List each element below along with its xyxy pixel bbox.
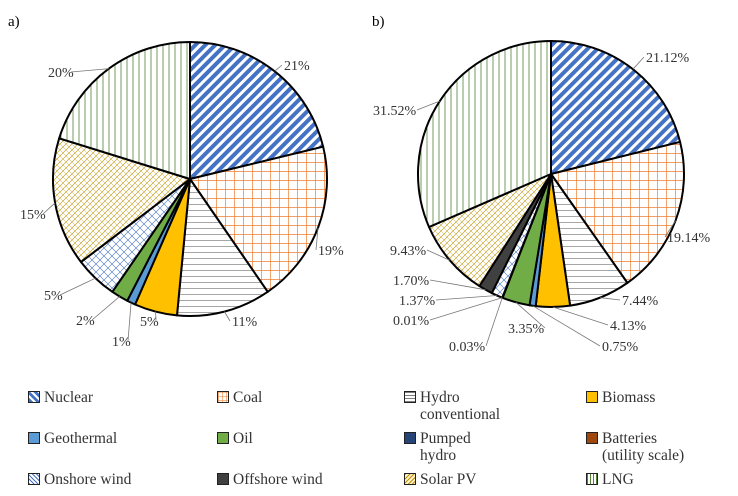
legend-item-offshore: Offshore wind [217,471,323,488]
pie-b-leader-coal [664,220,676,238]
pie-a-label-geothermal: 1% [112,335,131,350]
pie-b-leader-pumped [485,297,503,347]
legend-item-biomass: Biomass [586,389,655,406]
pie-b-leader-hydro [600,297,621,301]
pie-a-leader-lng [70,68,109,73]
legend-label-pumped: Pumped hydro [420,430,471,464]
pie-b-slice-coal [550,140,685,284]
pie-b-leader-oil [515,301,546,329]
pie-b-label-oil: 3.35% [508,322,545,337]
legend-swatch-batteries [586,432,598,444]
pie-a-leader-coal [315,227,319,251]
legend-swatch-nuclear [28,391,40,403]
pie-b-leader-lng [416,100,440,111]
legend-swatch-offshore [217,473,229,485]
pie-a-labels: 21% 19% 11% 5% 1% 2% 5% 15% 20% [20,59,344,350]
legend-item-lng: LNG [586,471,634,488]
pie-b-label-nuclear: 21.12% [646,51,690,66]
pie-b-leader-batteries [429,297,503,321]
legend-swatch-pumped [404,432,416,444]
legend-swatch-coal [217,391,229,403]
legend-label-hydro: Hydro conventional [420,389,501,423]
pie-a-slice-coal [189,145,328,293]
pie-b-label-coal: 19.14% [667,231,711,246]
legend-swatch-hydro [404,391,416,403]
pie-a-leader-oil [91,296,120,321]
legend-label-batteries: Batteries (utility scale) [602,430,685,464]
panel-b-label: b) [372,14,385,30]
pie-b-leader-offshore [429,279,486,291]
pie-b-leader-biomass [552,306,609,326]
legend-swatch-biomass [586,391,598,403]
pie-b-label-geothermal: 0.75% [602,340,639,355]
legend-swatch-lng [586,473,598,485]
legend-label-lng: LNG [602,471,634,488]
pie-b-label-pumped: 0.03% [449,340,486,355]
legend-label-onshore: Onshore wind [44,471,132,488]
legend-item-solar: Solar PV [404,471,476,488]
legend-label-solar: Solar PV [420,471,477,488]
pie-b-label-offshore: 1.70% [393,274,430,289]
pie-a-leader-solar [42,202,56,215]
pie-chart-a [52,41,328,317]
pie-b-label-hydro: 7.44% [622,294,659,309]
pie-a-label-biomass: 5% [140,315,159,330]
pie-b-label-batteries: 0.01% [393,314,430,329]
legend-item-nuclear: Nuclear [28,389,93,406]
legend-item-oil: Oil [217,430,253,447]
legend-swatch-onshore [28,473,40,485]
legend-item-onshore: Onshore wind [28,471,131,488]
legend-swatch-geothermal [28,432,40,444]
legend-label-geothermal: Geothermal [44,430,118,447]
pie-a-label-onshore: 5% [44,289,63,304]
pie-a-leader-onshore [59,277,96,296]
legend-item-hydro: Hydro conventional [404,389,500,423]
pie-charts: a) b) 21% 19% 11% 5% 1% 2% 5% 15% 20% 21.12% 19.1… [8,14,711,355]
pie-b-leader-geothermal [532,305,601,347]
pie-b-label-lng: 31.52% [373,104,417,119]
pie-b-slice-lng [417,40,552,228]
pie-b-label-onshore: 1.37% [399,294,436,309]
pie-b-leader-nuclear [632,56,645,70]
pie-b-label-solar: 9.43% [390,244,427,259]
pie-a-slice-nuclear [189,41,325,180]
pie-b-slice-nuclear [550,40,682,175]
pie-a-leader-nuclear [274,64,283,72]
legend-label-oil: Oil [233,430,253,447]
pie-b-leader-onshore [435,295,497,301]
pie-a-label-coal: 19% [318,244,344,259]
legend-swatch-solar [404,473,416,485]
legend-label-offshore: Offshore wind [233,471,323,488]
pie-a-label-solar: 15% [20,208,46,223]
pie-a-label-hydro: 11% [232,315,257,330]
pie-a-label-nuclear: 21% [284,59,310,74]
legend-item-batteries: Batteries (utility scale) [586,430,684,464]
legend-item-coal: Coal [217,389,262,406]
legend-label-coal: Coal [233,389,263,406]
pie-b-labels: 21.12% 19.14% 7.44% 4.13% 0.75% 3.35% 0.03% 0.0… [373,51,711,355]
pie-a-leader-hydro [224,311,231,322]
legend-item-pumped: Pumped hydro [404,430,471,464]
pie-a-label-lng: 20% [48,66,74,81]
pie-a-leader-geothermal [127,302,132,342]
pie-b-slice-solar [428,173,552,288]
legend-label-nuclear: Nuclear [44,389,94,406]
legend-label-biomass: Biomass [602,389,656,406]
pie-a-label-oil: 2% [76,314,95,329]
pie-b-label-biomass: 4.13% [610,319,647,334]
panel-a-label: a) [8,14,20,30]
legend-item-geothermal: Geothermal [28,430,117,447]
pie-b-leader-solar [426,249,450,261]
legend-swatch-oil [217,432,229,444]
